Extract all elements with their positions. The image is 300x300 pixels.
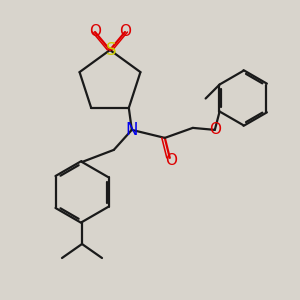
Text: O: O [89,25,101,40]
Text: O: O [209,122,221,137]
Text: O: O [165,153,177,168]
Text: S: S [106,41,116,59]
Text: O: O [119,25,131,40]
Text: N: N [126,121,138,139]
